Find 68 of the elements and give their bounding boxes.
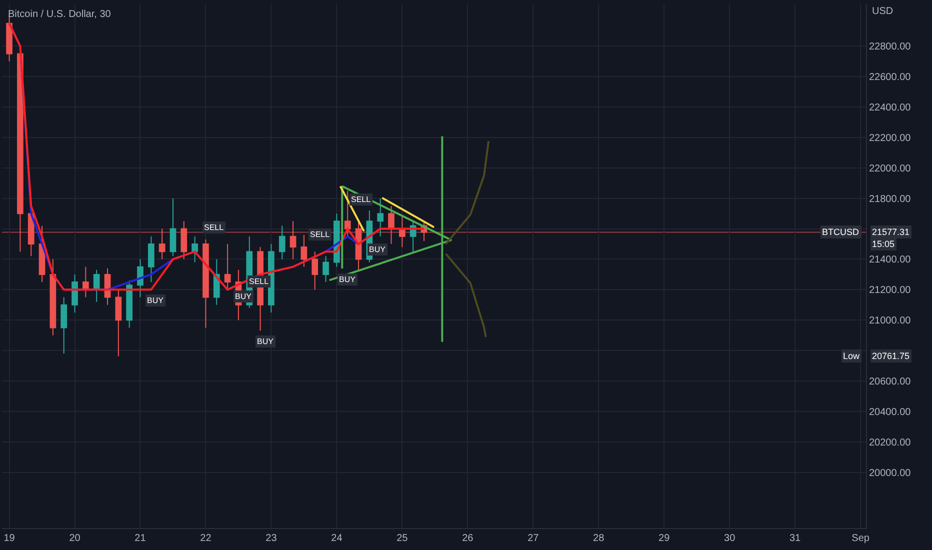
y-tick-label: 22000.00 — [869, 163, 912, 174]
annotation: BUY — [235, 292, 252, 301]
y-tick-label: 22200.00 — [869, 132, 912, 144]
candlestick — [170, 198, 176, 257]
candlestick — [377, 198, 384, 237]
candlestick — [50, 258, 56, 336]
candlestick — [192, 236, 198, 263]
candlestick — [72, 274, 78, 313]
x-tick-label: 29 — [658, 533, 670, 544]
x-tick-label: 25 — [396, 533, 408, 544]
annotation: SELL — [249, 277, 270, 286]
y-tick-label: 22800.00 — [869, 42, 912, 53]
candlestick — [213, 258, 220, 306]
x-tick-label: 22 — [200, 533, 212, 544]
annotation: Low — [843, 351, 860, 361]
x-tick-label: 26 — [462, 533, 474, 544]
annotation: SELL — [351, 195, 372, 204]
candlestick — [300, 234, 308, 268]
text: Bitcoin / U.S. Dollar, 30 — [8, 9, 112, 20]
text: 15:05 — [872, 239, 895, 249]
y-tick-label: 20600.00 — [869, 376, 912, 388]
y-tick-label: 21000.00 — [869, 316, 912, 327]
x-tick-label: 20 — [69, 533, 81, 544]
annotation: BUY — [257, 337, 274, 346]
x-tick-label: 19 — [4, 533, 16, 544]
y-tick-label: 20200.00 — [869, 437, 912, 448]
candlestick — [82, 266, 89, 298]
candlestick — [312, 251, 318, 290]
x-tick-label: 27 — [528, 533, 540, 544]
annotation: BUY — [147, 296, 164, 305]
candlestick — [322, 256, 329, 283]
candlestick — [180, 220, 188, 260]
candlestick — [126, 280, 132, 328]
annotation: BUY — [339, 275, 356, 284]
x-tick-label: 23 — [266, 533, 278, 544]
annotation: SELL — [204, 223, 224, 232]
y-tick-label: 21400.00 — [869, 254, 912, 266]
candlestick — [93, 269, 100, 302]
candlestick — [104, 268, 111, 306]
y-tick-label: 21800.00 — [869, 194, 912, 205]
candlestick — [115, 289, 122, 357]
candlestick — [60, 296, 68, 354]
y-axis-title: USD — [872, 6, 894, 17]
x-tick-label: 30 — [724, 533, 736, 544]
x-tick-label: 28 — [593, 533, 605, 544]
y-tick-label: 21200.00 — [869, 285, 912, 296]
candlestick — [278, 225, 286, 260]
candlestick — [344, 190, 351, 237]
y-tick-label: 20000.00 — [869, 468, 912, 479]
text: 20761.75 — [872, 351, 910, 361]
annotation: BTCUSD — [822, 227, 860, 237]
y-tick-label: 20400.00 — [869, 406, 912, 418]
annotation: SELL — [310, 230, 330, 239]
candlestick — [290, 220, 296, 260]
candlestick — [148, 236, 154, 283]
candlestick — [202, 238, 209, 328]
x-tick-label: Sep — [852, 533, 870, 544]
annotation: BUY — [369, 245, 386, 254]
candlestick — [137, 258, 144, 298]
x-tick-label: 21 — [134, 533, 146, 544]
candlestick — [388, 205, 394, 245]
candlestick — [224, 244, 231, 290]
y-tick-label: 22400.00 — [869, 102, 912, 114]
x-tick-label: 24 — [331, 533, 343, 544]
text: 21577.31 — [872, 227, 910, 237]
candlestick — [158, 228, 166, 260]
x-tick-label: 31 — [789, 533, 802, 544]
y-tick-label: 22600.00 — [869, 72, 912, 84]
